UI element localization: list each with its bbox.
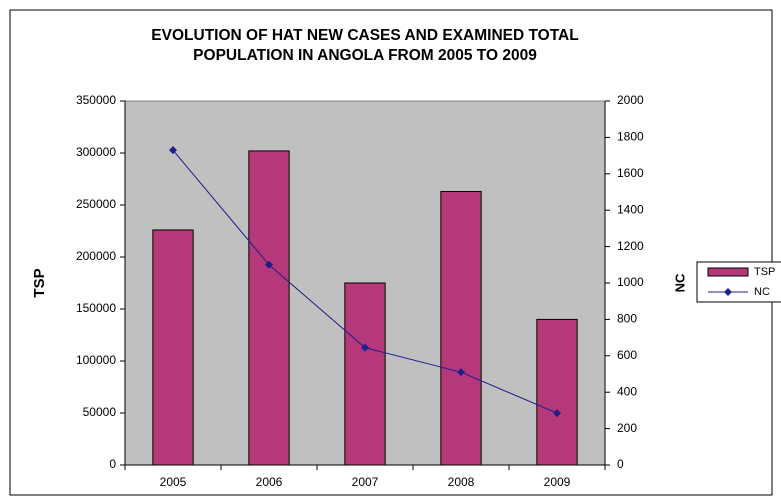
y2-tick-label: 1800 bbox=[617, 130, 644, 144]
y2-tick-label: 600 bbox=[617, 348, 637, 362]
x-tick-label: 2006 bbox=[256, 475, 283, 489]
y-tick-label: 50000 bbox=[83, 405, 117, 419]
x-tick-label: 2007 bbox=[352, 475, 379, 489]
bar bbox=[536, 318, 578, 466]
bar bbox=[248, 150, 290, 466]
y2-tick-label: 2000 bbox=[617, 93, 644, 107]
bar bbox=[344, 282, 386, 466]
legend-label: TSP bbox=[754, 266, 775, 278]
bar bbox=[152, 229, 194, 466]
y2-tick-label: 1600 bbox=[617, 166, 644, 180]
chart-title: EVOLUTION OF HAT NEW CASES AND EXAMINED … bbox=[151, 27, 579, 64]
y2-tick-label: 1000 bbox=[617, 275, 644, 289]
x-tick-label: 2009 bbox=[544, 475, 571, 489]
point bbox=[265, 260, 273, 269]
point bbox=[361, 343, 369, 352]
y-tick-label: 200000 bbox=[76, 249, 116, 263]
y-tick-label: 250000 bbox=[76, 197, 116, 211]
y-tick-label: 350000 bbox=[76, 93, 116, 107]
y-tick-label: 0 bbox=[109, 457, 116, 471]
y-axis-label: TSP bbox=[31, 268, 48, 297]
legend-label: NC bbox=[754, 286, 770, 298]
y2-tick-label: 800 bbox=[617, 312, 637, 326]
y2-tick-label: 0 bbox=[617, 457, 624, 471]
point bbox=[457, 368, 465, 377]
x-tick-label: 2005 bbox=[160, 475, 187, 489]
point bbox=[169, 146, 177, 155]
legend-swatch bbox=[707, 267, 749, 277]
y2-tick-label: 1400 bbox=[617, 202, 644, 216]
y-tick-label: 150000 bbox=[76, 301, 116, 315]
y2-tick-label: 200 bbox=[617, 421, 637, 435]
y-tick-label: 300000 bbox=[76, 145, 116, 159]
y2-tick-label: 1200 bbox=[617, 239, 644, 253]
legend-marker bbox=[724, 288, 732, 296]
bar bbox=[440, 190, 482, 466]
point bbox=[553, 409, 561, 418]
x-tick-label: 2008 bbox=[448, 475, 475, 489]
y-tick-label: 100000 bbox=[76, 353, 116, 367]
y2-tick-label: 400 bbox=[617, 384, 637, 398]
y2-axis-label: NC bbox=[672, 273, 687, 292]
